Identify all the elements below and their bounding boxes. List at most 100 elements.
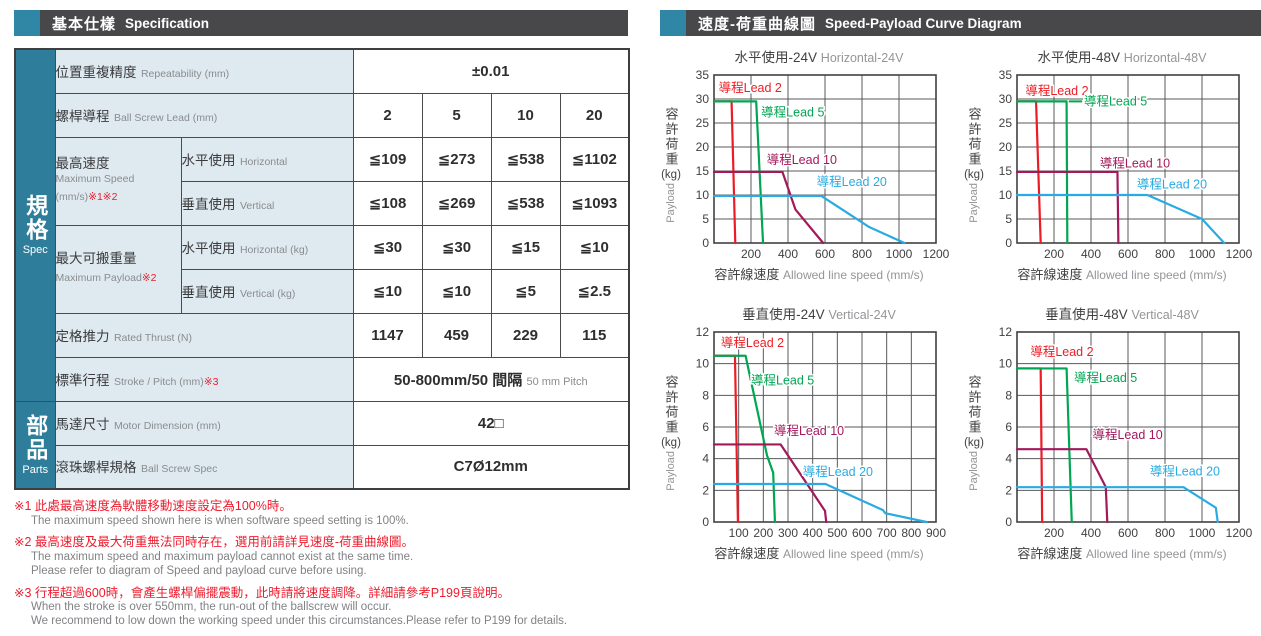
chart-title-en: Vertical-24V (828, 308, 896, 322)
chart-title-en: Horizontal-24V (820, 51, 904, 65)
plot-border (713, 331, 937, 523)
y-axis-unit: (kg) (661, 169, 681, 182)
label-max-payload: 最大可搬重量 Maximum Payload※2 (54, 224, 182, 314)
series-label-導程Lead 2: 導程Lead 2 (1025, 83, 1088, 98)
y-tick-label: 8 (702, 388, 709, 402)
label-max-payload-horizontal-en: Horizontal (kg) (239, 243, 309, 256)
x-axis-title: 容許線速度 Allowed line speed (mm/s) (660, 543, 958, 562)
series-label-導程Lead 20: 導程Lead 20 (803, 464, 873, 479)
footnote-2-zh: ※2 最高速度及最大荷重無法同時存在，選用前請詳見速度-荷重曲線圖。 (14, 535, 415, 550)
x-tick-label: 200 (1044, 247, 1064, 261)
x-tick-label: 600 (815, 247, 835, 261)
series-line-導程Lead 20 (712, 194, 906, 245)
series-line-導程Lead 20 (1015, 193, 1226, 245)
value-stroke-main: 50-800mm/50 間隔 (393, 371, 523, 389)
x-axis-title-en: Allowed line speed (mm/s) (782, 268, 924, 282)
row-max-speed-vertical: 垂直使用 Vertical ≦108 ≦269 ≦538 ≦1093 (15, 180, 630, 226)
sidebar-spec-en: Spec (22, 244, 48, 257)
curves-header: 速度-荷重曲線圖 Speed-Payload Curve Diagram (660, 10, 1261, 36)
footnote-2: ※2 最高速度及最大荷重無法同時存在，選用前請詳見速度-荷重曲線圖。 The m… (14, 535, 628, 578)
label-max-payload-horizontal-zh: 水平使用 (181, 240, 236, 256)
series-label-導程Lead 10: 導程Lead 10 (1100, 155, 1170, 170)
x-tick-label: 800 (1155, 526, 1175, 540)
label-repeatability-en: Repeatability (mm) (140, 67, 230, 80)
label-lead-en: Ball Screw Lead (mm) (113, 111, 218, 124)
series-label-導程Lead 20: 導程Lead 20 (817, 174, 887, 189)
chart-title-en: Horizontal-48V (1123, 51, 1207, 65)
y-axis-title-en: Payload (967, 451, 980, 491)
specification-table: 規格 Spec 位置重複精度 Repeatability (mm) ±0.01 … (14, 48, 630, 490)
value-payload-h-5: ≦30 (421, 224, 492, 270)
y-axis-title-zh: 容許荷重 (966, 375, 982, 436)
sidebar-parts-zh: 部品 (23, 413, 49, 462)
label-thrust-en: Rated Thrust (N) (113, 331, 192, 344)
x-tick-label: 400 (1081, 247, 1101, 261)
series-label-導程Lead 2: 導程Lead 2 (1030, 344, 1093, 359)
label-thrust-zh: 定格推力 (55, 328, 110, 344)
label-max-payload-en: Maximum Payload (55, 272, 142, 285)
y-axis-title: 容許荷重 (kg) Payload (660, 375, 682, 491)
y-axis-title-en: Payload (664, 451, 677, 491)
value-ballscrew: C7Ø12mm (352, 444, 630, 490)
series-label-導程Lead 5: 導程Lead 5 (1084, 93, 1147, 108)
value-speed-v-5: ≦269 (421, 180, 492, 226)
plot-border (1016, 331, 1240, 523)
row-ballscrew-spec: 滾珠螺桿規格 Ball Screw Spec C7Ø12mm (15, 444, 630, 490)
x-axis-title: 容許線速度 Allowed line speed (mm/s) (963, 264, 1261, 283)
value-payload-v-2: ≦10 (352, 268, 423, 314)
y-axis-title-zh: 容許荷重 (966, 107, 982, 168)
y-tick-label: 2 (702, 483, 709, 497)
chart-title-zh: 水平使用-48V (1037, 50, 1121, 65)
series-label-導程Lead 20: 導程Lead 20 (1150, 463, 1220, 478)
series-line-導程Lead 2 (1015, 367, 1044, 524)
label-thrust: 定格推力 Rated Thrust (N) (54, 312, 354, 358)
label-ballscrew-zh: 滾珠螺桿規格 (55, 460, 137, 476)
x-tick-label: 600 (1118, 247, 1138, 261)
value-lead-5: 5 (421, 92, 492, 138)
y-tick-label: 6 (1005, 420, 1012, 434)
series-line-導程Lead 5 (1015, 367, 1073, 524)
series-line-導程Lead 10 (1015, 448, 1109, 524)
y-tick-label: 10 (999, 188, 1013, 202)
series-label-導程Lead 5: 導程Lead 5 (751, 372, 814, 387)
y-tick-label: 5 (1005, 212, 1012, 226)
curves-section: 速度-荷重曲線圖 Speed-Payload Curve Diagram 水平使… (660, 10, 1261, 562)
label-motor-zh: 馬達尺寸 (55, 416, 110, 432)
y-tick-label: 35 (999, 68, 1013, 82)
x-tick-label: 400 (778, 247, 798, 261)
value-speed-h-10: ≦538 (490, 136, 561, 182)
x-tick-label: 900 (926, 526, 946, 540)
y-tick-label: 0 (702, 236, 709, 250)
y-axis-title-en: Payload (664, 183, 677, 223)
series-line-導程Lead 10 (712, 170, 825, 245)
chart-title-en: Vertical-48V (1131, 308, 1199, 322)
series-label-導程Lead 20: 導程Lead 20 (1137, 176, 1207, 191)
chart-horizontal-48v-title: 水平使用-48V Horizontal-48V (963, 46, 1261, 66)
series-label-導程Lead 5: 導程Lead 5 (1074, 370, 1137, 385)
footnotes: ※1 此處最高速度為軟體移動速度設定為100%時。 The maximum sp… (14, 499, 628, 629)
y-tick-label: 15 (696, 164, 710, 178)
row-repeatability: 規格 Spec 位置重複精度 Repeatability (mm) ±0.01 (14, 48, 630, 402)
speed-payload-plot-horizontal-48v: 200 400 600 800 1000 1200 0 5 10 15 20 25 30 35 導程Lead… (999, 68, 1253, 261)
value-payload-v-10: ≦5 (490, 268, 561, 314)
chart-body: 容許荷重 (kg) Payload 200 400 600 800 1000 1200 0 5… (660, 66, 958, 264)
curves-header-bar: 速度-荷重曲線圖 Speed-Payload Curve Diagram (686, 10, 1261, 36)
label-ballscrew-en: Ball Screw Spec (140, 463, 218, 476)
label-ballscrew: 滾珠螺桿規格 Ball Screw Spec (54, 444, 354, 490)
plot-border (1016, 74, 1240, 244)
label-max-speed-zh: 最高速度 (55, 156, 110, 171)
series-label-導程Lead 10: 導程Lead 10 (1092, 427, 1162, 442)
label-motor: 馬達尺寸 Motor Dimension (mm) (54, 400, 354, 446)
y-tick-label: 30 (999, 92, 1013, 106)
x-tick-label: 200 (741, 247, 761, 261)
series-line-導程Lead 2 (712, 354, 740, 524)
series-line-導程Lead 5 (712, 354, 777, 524)
series-label-導程Lead 2: 導程Lead 2 (721, 335, 784, 350)
x-tick-label: 300 (778, 526, 798, 540)
y-tick-label: 2 (1005, 483, 1012, 497)
row-max-speed-horizontal: 最高速度 Maximum Speed (mm/s)※1※2 水平使用 Horiz… (15, 136, 630, 226)
label-max-payload-note: ※2 (141, 272, 157, 285)
label-repeatability: 位置重複精度 Repeatability (mm) (54, 48, 354, 94)
x-tick-label: 1200 (923, 247, 950, 261)
footnote-1: ※1 此處最高速度為軟體移動速度設定為100%時。 The maximum sp… (14, 499, 628, 528)
